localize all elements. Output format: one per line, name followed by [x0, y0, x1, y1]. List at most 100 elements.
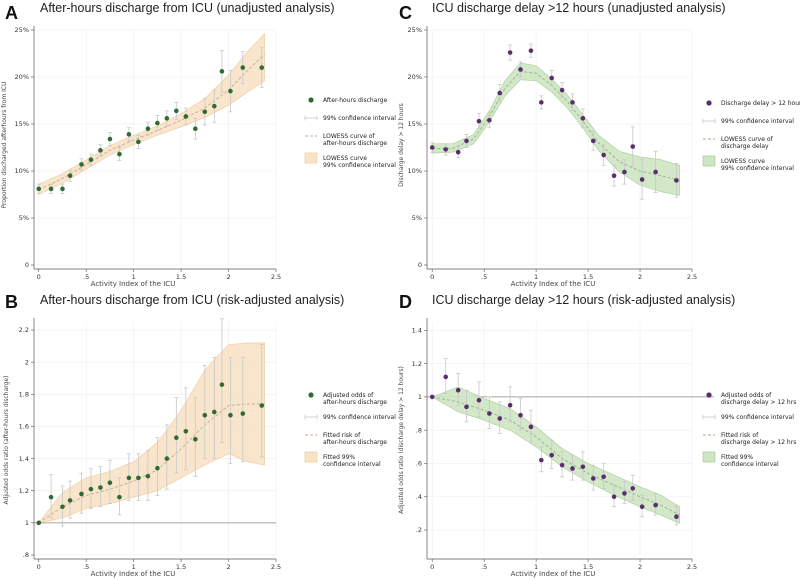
panel-b-ytick-label-4: 1.6 [19, 423, 29, 431]
panel-b-point-7 [107, 480, 113, 485]
panel-a-point-18 [212, 103, 217, 109]
panel-d-xtick-label-4: 2 [638, 563, 642, 571]
panel-d-xtick-label-2: 1 [534, 563, 538, 571]
panel-c-point-21 [653, 169, 658, 175]
panel-d-point-2 [455, 387, 461, 393]
panel-c-ytick-label-4: 20% [408, 73, 422, 81]
panel-c-ytick-label-3: 15% [408, 120, 422, 128]
panel-d-ytick-label-2: .6 [416, 460, 422, 468]
panel-c-point-9 [528, 48, 534, 53]
panel-c-legend-dot-label: Discharge delay > 12 hours [721, 100, 800, 107]
panel-c-title: ICU discharge delay >12 hours (unadjuste… [432, 1, 726, 15]
panel-c-legend-dot-swatch [706, 100, 712, 106]
panel-c-point-13 [570, 100, 575, 105]
panel-a-ytick-label-2: 10% [15, 167, 29, 175]
panel-a-point-2 [60, 186, 65, 192]
panel-b-xtick-label-4: 2 [226, 563, 230, 571]
panel-d-point-14 [580, 464, 586, 470]
panel-a-legend-curve-label-line2: after-hours discharge [323, 140, 387, 147]
panel-a-point-5 [88, 157, 94, 163]
panel-a-legend-curve-label: LOWESS curve of [323, 133, 375, 140]
panel-d-xtick-label-1: .5 [481, 563, 487, 571]
panel-d-legend-dot-swatch [706, 392, 712, 398]
panel-a-point-8 [117, 151, 122, 157]
panel-b-point-3 [67, 498, 73, 503]
panel-a-point-15 [183, 114, 189, 119]
panel-c-point-11 [549, 75, 555, 81]
panel-c-xtick-label-1: .5 [481, 273, 487, 281]
panel-d-legend-band-swatch [702, 451, 716, 463]
panel-d-ytick-label-3: .8 [416, 426, 422, 434]
panel-b-legend-dot-swatch [308, 392, 314, 398]
panel-b-point-19 [219, 382, 225, 387]
panel-b-point-16 [193, 437, 198, 442]
panel-c-point-15 [590, 138, 596, 144]
panel-d-point-1 [443, 374, 449, 380]
panel-b-ytick-label-2: 1.2 [19, 487, 29, 495]
panel-d-xlabel: Activity Index of the ICU [511, 570, 596, 578]
panel-d-point-19 [630, 486, 636, 491]
panel-d-legend-curve-label: Fitted risk of [721, 432, 759, 439]
panel-c-ytick-label-5: 25% [408, 26, 422, 34]
panel-c-legend-curve-label-line2: discharge delay [721, 143, 769, 150]
panel-d-point-8 [518, 412, 523, 418]
panel-c-ytick-label-1: 5% [412, 214, 422, 222]
panel-d-ytick-label-4: 1 [418, 393, 422, 401]
panel-c-point-17 [611, 173, 617, 178]
panel-a-ylabel: Proportion discharged afterhours from IC… [1, 82, 8, 209]
panel-a-ytick-label-5: 25% [15, 26, 29, 34]
panel-b-point-13 [164, 456, 170, 461]
panel-b-xtick-label-2: 1 [132, 563, 136, 571]
panel-c-ytick-label-2: 10% [408, 167, 422, 175]
panel-d-point-16 [601, 474, 606, 480]
panel-a-point-22 [259, 65, 265, 70]
panel-d-letter: D [399, 292, 412, 312]
panel-d-ytick-label-5: 1.2 [412, 360, 422, 368]
panel-c-point-2 [455, 149, 461, 155]
panel-c-point-20 [639, 177, 645, 182]
panel-c-point-6 [497, 90, 503, 96]
panel-c-letter: C [399, 3, 412, 23]
panel-a-xtick-label-1: .5 [83, 273, 89, 281]
panel-d-point-6 [497, 416, 503, 421]
panel-d-xtick-label-3: 1.5 [583, 563, 593, 571]
panel-b-point-12 [155, 465, 160, 471]
panel-d-point-18 [622, 491, 627, 496]
panel-b-title: After-hours discharge from ICU (risk-adj… [40, 293, 344, 307]
panel-c-point-4 [476, 118, 482, 124]
panel-a-legend-band-label-line2: 99% confidence interval [323, 162, 396, 169]
panel-b-point-20 [228, 412, 233, 418]
panel-d-ylabel: Adjusted odds ratio (discharge delay > 1… [398, 366, 405, 514]
panel-b-legend-band-label: Fitted 99% [323, 454, 355, 461]
panel-b-point-5 [88, 486, 94, 492]
panel-b-ytick-label-0: .8 [23, 551, 29, 559]
panel-b-ytick-label-5: 1.8 [19, 391, 29, 399]
panel-d-point-15 [590, 476, 596, 481]
panel-a-title: After-hours discharge from ICU (unadjust… [40, 1, 335, 15]
panel-c-ytick-label-0: 0 [418, 261, 422, 269]
panel-b: B After-hours discharge from ICU (risk-a… [3, 292, 396, 578]
panel-c-point-16 [601, 152, 606, 158]
panel-a: A After-hours discharge from ICU (unadju… [1, 1, 396, 288]
panel-d-point-9 [528, 424, 534, 430]
panel-a-point-3 [67, 173, 73, 178]
panel-b-ytick-label-3: 1.4 [19, 455, 29, 463]
panel-b-legend-curve-label-line2: after-hours discharge [323, 439, 387, 446]
panel-a-ytick-label-4: 20% [15, 73, 29, 81]
panel-d-point-12 [559, 462, 565, 468]
panel-d-legend-band-label: Fitted 99% [721, 454, 753, 461]
panel-b-point-14 [174, 435, 179, 440]
panel-d-point-13 [570, 466, 575, 471]
panel-c-ylabel: Discharge delay > 12 hours [398, 103, 405, 187]
panel-a-point-12 [155, 120, 160, 126]
panel-c-xtick-label-2: 1 [534, 273, 538, 281]
panel-c-point-18 [622, 169, 627, 175]
panel-a-point-20 [228, 88, 233, 94]
panel-b-legend-band-swatch [304, 451, 318, 463]
panel-d-legend-ci-label: 99% confidence interval [721, 414, 794, 421]
panel-a-legend-band-swatch [304, 152, 318, 164]
panel-c-xtick-label-0: 0 [430, 273, 434, 281]
panel-c-legend-band-swatch [702, 155, 716, 167]
panel-b-point-9 [126, 475, 132, 481]
panel-d-point-0 [429, 394, 435, 400]
